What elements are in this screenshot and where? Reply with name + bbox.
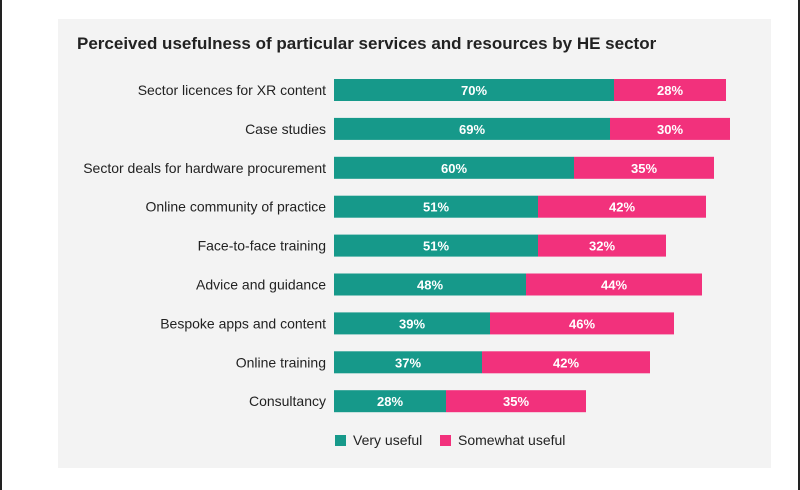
category-label: Advice and guidance <box>196 277 326 293</box>
legend-swatch-very-useful <box>335 434 346 446</box>
data-label-very-useful: 60% <box>441 161 467 176</box>
bar-row-advice-and-guidance: Advice and guidance 48% 44% <box>196 273 702 296</box>
bar-very-useful <box>334 234 538 257</box>
bar-row-online-community-of-practice: Online community of practice 51% 42% <box>145 195 706 218</box>
bar-somewhat-useful <box>482 351 650 374</box>
bar-somewhat-useful <box>490 312 674 335</box>
data-label-very-useful: 69% <box>459 122 485 137</box>
data-label-very-useful: 51% <box>423 200 449 215</box>
bar-very-useful <box>334 195 538 218</box>
legend-label-very-useful: Very useful <box>353 432 423 448</box>
category-label: Consultancy <box>249 393 326 409</box>
chart-title: Perceived usefulness of particular servi… <box>77 34 657 53</box>
bar-very-useful <box>334 312 490 335</box>
category-label: Sector licences for XR content <box>138 82 326 98</box>
category-label: Online community of practice <box>145 199 326 215</box>
bar-very-useful <box>334 156 574 179</box>
data-label-somewhat-useful: 35% <box>503 394 529 409</box>
bar-very-useful <box>334 79 614 101</box>
legend-item-somewhat-useful: Somewhat useful <box>440 432 565 448</box>
data-label-very-useful: 39% <box>399 316 425 331</box>
bar-row-consultancy: Consultancy 28% 35% <box>249 390 586 413</box>
bar-very-useful <box>334 117 610 140</box>
frame-right-border <box>798 0 800 490</box>
bar-row-case-studies: Case studies 69% 30% <box>245 117 730 140</box>
bar-somewhat-useful <box>610 117 730 140</box>
legend-swatch-somewhat-useful <box>440 434 451 446</box>
bar-somewhat-useful <box>538 195 706 218</box>
data-label-very-useful: 28% <box>377 394 403 409</box>
data-label-somewhat-useful: 44% <box>601 278 627 293</box>
bar-row-face-to-face-training: Face-to-face training 51% 32% <box>198 234 666 257</box>
category-label: Case studies <box>245 121 326 137</box>
data-label-somewhat-useful: 30% <box>657 122 683 137</box>
data-label-somewhat-useful: 28% <box>657 83 683 98</box>
data-label-very-useful: 48% <box>417 278 443 293</box>
bar-row-bespoke-apps-and-content: Bespoke apps and content 39% 46% <box>160 312 674 335</box>
bar-very-useful <box>334 273 526 296</box>
legend-item-very-useful: Very useful <box>335 432 422 448</box>
category-label: Sector deals for hardware procurement <box>83 160 326 176</box>
category-label: Online training <box>236 354 326 370</box>
bar-row-online-training: Online training 37% 42% <box>236 351 650 374</box>
data-label-somewhat-useful: 32% <box>589 239 615 254</box>
bar-somewhat-useful <box>446 390 586 413</box>
bar-somewhat-useful <box>526 273 702 296</box>
bar-somewhat-useful <box>574 156 714 179</box>
data-label-somewhat-useful: 46% <box>569 316 595 331</box>
data-label-very-useful: 37% <box>395 355 421 370</box>
frame-left-border <box>0 0 2 490</box>
bar-somewhat-useful <box>614 79 726 101</box>
category-label: Face-to-face training <box>198 238 326 254</box>
bar-very-useful <box>334 390 446 413</box>
bar-row-sector-deals-for-hardware-procurement: Sector deals for hardware procurement 60%… <box>83 156 714 179</box>
data-label-very-useful: 70% <box>461 83 487 98</box>
bar-somewhat-useful <box>538 234 666 257</box>
data-label-somewhat-useful: 42% <box>553 355 579 370</box>
data-label-somewhat-useful: 35% <box>631 161 657 176</box>
data-label-very-useful: 51% <box>423 239 449 254</box>
bar-very-useful <box>334 351 482 374</box>
data-label-somewhat-useful: 42% <box>609 200 635 215</box>
bar-row-sector-licences-for-xr-content: Sector licences for XR content 70% 28% <box>138 79 726 101</box>
legend-label-somewhat-useful: Somewhat useful <box>458 432 566 448</box>
legend: Very useful Somewhat useful <box>0 432 800 452</box>
category-label: Bespoke apps and content <box>160 315 326 331</box>
